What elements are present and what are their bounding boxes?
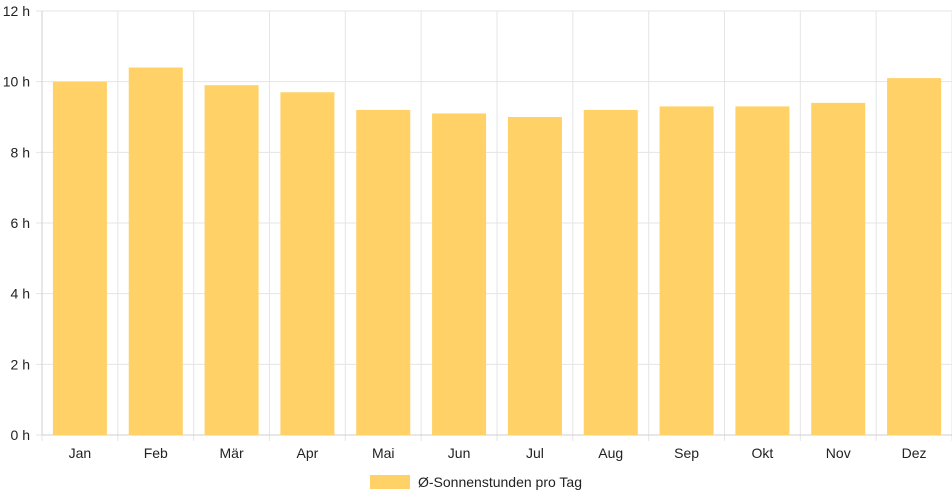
- y-tick-label: 0 h: [11, 427, 30, 443]
- y-tick-label: 4 h: [11, 286, 30, 302]
- x-tick-label: Jun: [448, 445, 471, 461]
- bar-jan: [52, 81, 107, 436]
- x-tick-label: Aug: [598, 445, 623, 461]
- bar-jul: [507, 117, 562, 435]
- y-tick-label: 6 h: [11, 215, 30, 231]
- bar-aug: [583, 109, 638, 435]
- legend-label: Ø-Sonnenstunden pro Tag: [418, 474, 582, 490]
- x-tick-label: Dez: [902, 445, 927, 461]
- bar-feb: [128, 67, 183, 436]
- y-tick-label: 2 h: [11, 356, 30, 372]
- x-tick-label: Nov: [826, 445, 851, 461]
- y-tick-label: 8 h: [11, 144, 30, 160]
- x-tick-label: Apr: [297, 445, 319, 461]
- y-tick-label: 10 h: [3, 74, 30, 90]
- x-tick-label: Feb: [144, 445, 168, 461]
- x-tick-label: Jan: [69, 445, 92, 461]
- bar-nov: [811, 102, 866, 435]
- y-tick-label: 12 h: [3, 3, 30, 19]
- bar-mai: [356, 109, 411, 435]
- bar-chart: 0 h 2 h 4 h 6 h 8 h 10 h 12 h Jan Feb Mär Apr Mai Ju…: [3, 3, 952, 461]
- bar-jun: [432, 113, 487, 435]
- bar-sep: [659, 106, 714, 436]
- legend[interactable]: Ø-Sonnenstunden pro Tag: [0, 470, 952, 494]
- bar-okt: [735, 106, 790, 436]
- bar-mär: [204, 85, 259, 435]
- bar-apr: [280, 92, 335, 436]
- x-tick-label: Sep: [674, 445, 699, 461]
- x-tick-label: Mär: [220, 445, 244, 461]
- bar-dez: [887, 78, 942, 435]
- x-tick-label: Mai: [372, 445, 395, 461]
- legend-swatch: [370, 475, 410, 489]
- x-tick-label: Jul: [526, 445, 544, 461]
- x-tick-label: Okt: [752, 445, 774, 461]
